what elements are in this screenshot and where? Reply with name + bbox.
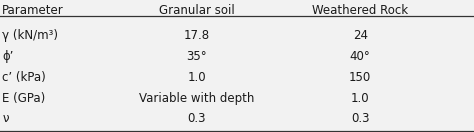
Text: Variable with depth: Variable with depth — [139, 92, 255, 105]
Text: c’ (kPa): c’ (kPa) — [2, 71, 46, 84]
Text: 0.3: 0.3 — [351, 112, 370, 125]
Text: E (GPa): E (GPa) — [2, 92, 46, 105]
Text: 17.8: 17.8 — [183, 29, 210, 42]
Text: ν: ν — [2, 112, 9, 125]
Text: Parameter: Parameter — [2, 4, 64, 17]
Text: 40°: 40° — [350, 50, 371, 63]
Text: Granular soil: Granular soil — [159, 4, 235, 17]
Text: Weathered Rock: Weathered Rock — [312, 4, 408, 17]
Text: ϕ’: ϕ’ — [2, 50, 14, 63]
Text: 1.0: 1.0 — [187, 71, 206, 84]
Text: γ (kN/m³): γ (kN/m³) — [2, 29, 58, 42]
Text: 24: 24 — [353, 29, 368, 42]
Text: 35°: 35° — [186, 50, 207, 63]
Text: 150: 150 — [349, 71, 371, 84]
Text: 0.3: 0.3 — [187, 112, 206, 125]
Text: 1.0: 1.0 — [351, 92, 370, 105]
